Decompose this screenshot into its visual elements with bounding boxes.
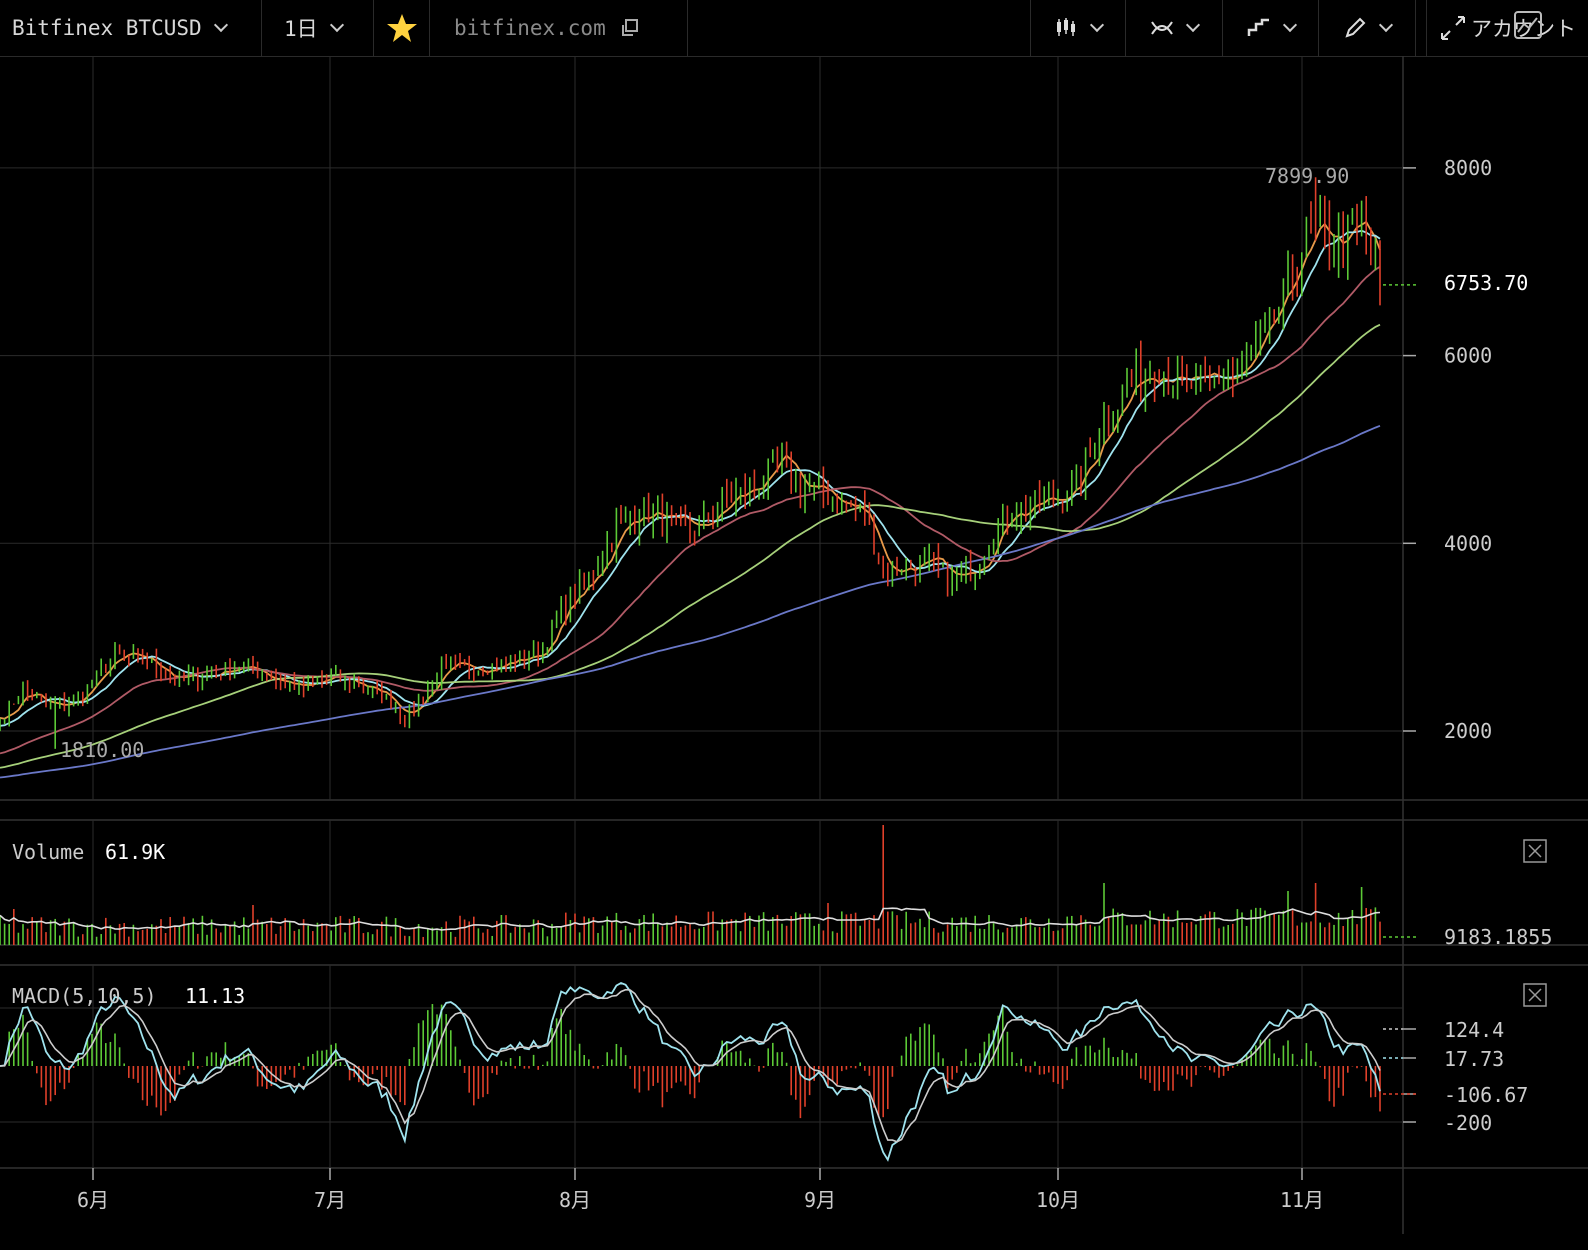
interval-label: 1日 xyxy=(284,17,318,41)
chevron-down-icon xyxy=(1378,17,1394,33)
price-tick-label: 2000 xyxy=(1444,719,1492,743)
low-label: 1810.00 xyxy=(60,738,144,762)
symbol-selector[interactable]: Bitfinex BTCUSD xyxy=(0,0,262,56)
indicator-button[interactable] xyxy=(1126,0,1223,56)
high-label: 7899.90 xyxy=(1265,164,1349,188)
close-volume-pane-icon[interactable] xyxy=(1523,839,1547,863)
volume-bars xyxy=(0,825,1381,945)
candle-style-icon xyxy=(1057,18,1075,36)
snapshot-icon[interactable] xyxy=(1513,10,1543,40)
site-label: bitfinex.com xyxy=(454,16,606,40)
price-tick-label: 8000 xyxy=(1444,156,1492,180)
star-icon xyxy=(386,14,417,42)
volume-value: 61.9K xyxy=(105,840,165,864)
volume-right-label: 9183.1855 xyxy=(1444,925,1552,949)
macd-pane xyxy=(0,982,1381,1162)
price-chart[interactable]: 2000 4000 6000 8000 6月 7月 8月 9月 10月 11月 7899.90 1… xyxy=(0,56,1588,1250)
last-price-label: 6753.70 xyxy=(1444,271,1528,295)
macd-tick-2: 17.73 xyxy=(1444,1047,1504,1071)
site-link[interactable]: bitfinex.com xyxy=(430,0,688,56)
compare-button[interactable] xyxy=(1223,0,1319,56)
x-tick-label: 9月 xyxy=(804,1188,836,1212)
x-tick-label: 6月 xyxy=(77,1188,109,1212)
chevron-down-icon xyxy=(1185,17,1201,33)
interval-selector[interactable]: 1日 xyxy=(262,0,374,56)
volume-label: Volume xyxy=(12,840,84,864)
chart-style-button[interactable] xyxy=(1030,0,1126,56)
price-tick-label: 4000 xyxy=(1444,531,1492,555)
fullscreen-icon[interactable] xyxy=(1439,14,1467,42)
pencil-icon xyxy=(1345,17,1366,38)
toolbar: Bitfinex BTCUSD 1日 bitfinex.com xyxy=(0,0,1588,57)
ma10-line xyxy=(0,229,1381,727)
ma120-line xyxy=(0,424,1381,779)
x-tick-label: 8月 xyxy=(559,1188,591,1212)
candles xyxy=(0,177,1381,749)
grid-lines xyxy=(0,56,1588,1234)
volume-ma-line xyxy=(0,907,1381,931)
axes: 2000 4000 6000 8000 6月 7月 8月 9月 10月 11月 xyxy=(77,156,1492,1212)
macd-tick-3: -106.67 xyxy=(1444,1083,1528,1107)
price-tick-label: 6000 xyxy=(1444,344,1492,368)
chevron-down-icon xyxy=(329,17,344,33)
chevron-down-icon xyxy=(213,17,228,33)
account-area: アカウント xyxy=(1426,0,1588,56)
symbol-label: Bitfinex BTCUSD xyxy=(12,16,202,40)
chevron-down-icon xyxy=(1282,17,1297,33)
favorite-button[interactable] xyxy=(374,0,430,56)
signal-line xyxy=(0,988,1381,1143)
macd-value: 11.13 xyxy=(185,984,245,1008)
macd-line xyxy=(0,982,1381,1162)
x-tick-label: 11月 xyxy=(1280,1188,1324,1212)
step-line-icon xyxy=(1247,18,1269,36)
chevron-down-icon xyxy=(1089,17,1105,33)
copy-icon xyxy=(621,19,638,36)
drawing-tools-button[interactable] xyxy=(1319,0,1416,56)
indicator-icon xyxy=(1151,21,1173,35)
moving-averages xyxy=(0,220,1381,779)
macd-tick-4: -200 xyxy=(1444,1111,1492,1135)
close-macd-pane-icon[interactable] xyxy=(1523,983,1547,1007)
x-tick-label: 10月 xyxy=(1036,1188,1080,1212)
macd-label: MACD(5,10,5) xyxy=(12,984,157,1008)
macd-tick-1: 124.4 xyxy=(1444,1018,1504,1042)
x-tick-label: 7月 xyxy=(314,1188,346,1212)
